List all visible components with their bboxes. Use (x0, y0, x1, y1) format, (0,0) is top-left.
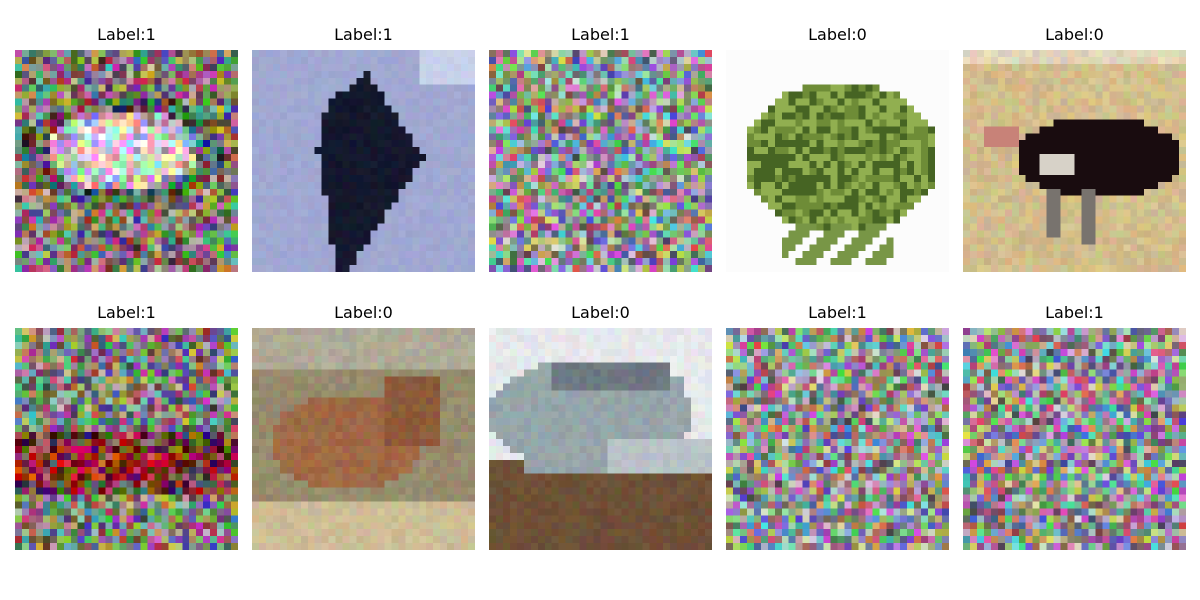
thumbnail-image (15, 50, 238, 272)
thumbnail-image (963, 50, 1186, 272)
thumbnail-image (252, 50, 475, 272)
thumbnail-image (963, 328, 1186, 550)
thumbnail-image (726, 328, 949, 550)
image-label: Label:1 (97, 303, 156, 322)
thumbnail-image (489, 328, 712, 550)
image-label: Label:1 (97, 25, 156, 44)
image-label: Label:0 (571, 303, 630, 322)
thumbnail-image (15, 328, 238, 550)
image-label: Label:1 (571, 25, 630, 44)
image-label: Label:1 (808, 303, 867, 322)
image-label: Label:0 (334, 303, 393, 322)
thumbnail-image (726, 50, 949, 272)
thumbnail-image (489, 50, 712, 272)
image-label: Label:0 (1045, 25, 1104, 44)
image-label: Label:1 (1045, 303, 1104, 322)
image-label: Label:1 (334, 25, 393, 44)
image-label: Label:0 (808, 25, 867, 44)
thumbnail-image (252, 328, 475, 550)
